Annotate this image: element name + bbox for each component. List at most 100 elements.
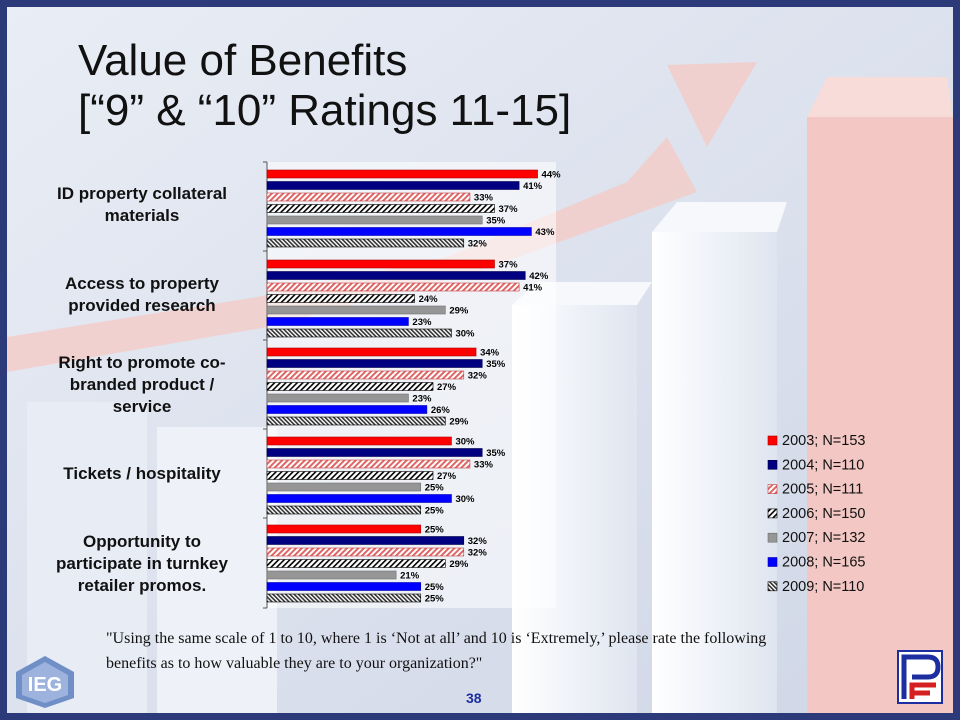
data-label: 29% xyxy=(449,306,469,317)
data-label: 32% xyxy=(468,239,488,250)
bar xyxy=(266,482,422,492)
bar xyxy=(266,459,471,469)
category-label-line: retailer promos. xyxy=(77,576,207,595)
data-label: 23% xyxy=(412,317,432,328)
data-label: 24% xyxy=(419,294,439,305)
category-label-line: branded product / xyxy=(69,375,215,394)
data-label: 21% xyxy=(400,571,420,582)
data-label: 27% xyxy=(437,471,457,482)
data-label: 30% xyxy=(455,437,475,448)
bar xyxy=(266,547,465,557)
data-labels: 44%37%34%30%25%41%42%35%35%32%33%41%32%3… xyxy=(400,170,561,605)
legend: 2003; N=153 2004; N=110 2005; N=111 2006; N… xyxy=(767,433,865,595)
data-label: 26% xyxy=(431,405,451,416)
category-label: Opportunity to participate in turnkey reta… xyxy=(32,531,252,597)
bar xyxy=(266,448,483,457)
bar xyxy=(266,204,495,213)
data-label: 41% xyxy=(523,181,543,192)
ieg-logo-icon: IEG xyxy=(16,656,74,708)
legend-label: 2005; N=111 xyxy=(782,482,863,498)
footnote-line-1: "Using the same scale of 1 to 10, where … xyxy=(106,630,767,647)
legend-label: 2008; N=165 xyxy=(782,555,865,571)
bar xyxy=(266,405,428,414)
data-label: 30% xyxy=(455,494,475,505)
category-label: Access to property provided research xyxy=(32,273,252,317)
slide-title: Value of Benefits [“9” & “10” Ratings 11… xyxy=(78,36,571,136)
legend-label: 2004; N=110 xyxy=(782,457,864,473)
category-label-line: ID property collateral xyxy=(56,184,228,203)
bar xyxy=(266,215,483,225)
data-label: 29% xyxy=(449,417,469,428)
data-label: 25% xyxy=(425,483,445,494)
footnote: "Using the same scale of 1 to 10, where … xyxy=(106,626,906,676)
data-label: 32% xyxy=(468,536,488,547)
bar xyxy=(266,536,465,545)
data-label: 23% xyxy=(412,394,432,405)
bar xyxy=(266,524,422,534)
data-label: 34% xyxy=(480,348,500,359)
legend-swatch xyxy=(767,508,778,519)
bar xyxy=(266,294,415,303)
data-label: 32% xyxy=(468,548,488,559)
data-label: 35% xyxy=(486,448,506,459)
legend-label: 2009; N=110 xyxy=(782,579,864,595)
data-label: 33% xyxy=(474,193,494,204)
bar xyxy=(266,359,483,368)
category-label-line: Access to property xyxy=(65,274,219,293)
title-line-2: [“9” & “10” Ratings 11-15] xyxy=(78,86,572,135)
data-label: 37% xyxy=(499,260,519,271)
data-label: 37% xyxy=(499,204,519,215)
legend-label: 2007; N=132 xyxy=(782,530,865,546)
legend-swatch xyxy=(767,484,778,494)
bar xyxy=(266,271,526,280)
bar xyxy=(266,181,520,190)
bar xyxy=(266,393,409,403)
data-label: 35% xyxy=(486,359,506,370)
bar xyxy=(266,570,397,580)
bar xyxy=(266,370,465,380)
category-label: Right to promote co-branded product / ser… xyxy=(32,352,252,418)
data-label: 29% xyxy=(449,559,469,570)
data-label: 41% xyxy=(523,283,543,294)
bar xyxy=(266,505,422,515)
legend-swatch xyxy=(767,557,778,567)
category-label-line: Tickets / hospitality xyxy=(63,464,221,483)
legend-swatch xyxy=(767,532,778,543)
data-label: 25% xyxy=(425,506,445,517)
category-label-line: provided research xyxy=(68,296,216,315)
legend-label: 2003; N=153 xyxy=(782,433,865,449)
bar xyxy=(266,593,422,603)
bar xyxy=(266,582,422,591)
data-label: 33% xyxy=(474,460,494,471)
bar xyxy=(266,416,446,426)
legend-swatch xyxy=(767,459,778,470)
bar xyxy=(266,259,495,269)
category-label-line: Right to promote co- xyxy=(58,353,226,372)
pf-logo-icon: PF xyxy=(897,650,943,704)
bar xyxy=(266,494,452,503)
bar xyxy=(266,282,520,292)
bar xyxy=(266,559,446,568)
bar xyxy=(266,192,471,202)
data-label: 27% xyxy=(437,382,457,393)
category-label-line: participate in turnkey xyxy=(56,554,228,573)
page-number: 38 xyxy=(466,690,482,706)
data-label: 35% xyxy=(486,216,506,227)
bar xyxy=(266,238,465,248)
category-label: ID property collateral materials xyxy=(32,183,252,227)
data-label: 44% xyxy=(542,170,562,181)
category-label-line: materials xyxy=(104,206,180,225)
data-label: 43% xyxy=(535,227,555,238)
category-label-line: service xyxy=(112,397,172,416)
bars xyxy=(266,169,538,603)
legend-swatch xyxy=(767,435,778,446)
data-label: 25% xyxy=(425,594,445,605)
bar xyxy=(266,328,452,338)
bar xyxy=(266,471,434,480)
data-label: 32% xyxy=(468,371,488,382)
bar xyxy=(266,169,538,179)
bar xyxy=(266,436,452,446)
legend-label: 2006; N=150 xyxy=(782,506,865,522)
data-label: 25% xyxy=(425,525,445,536)
